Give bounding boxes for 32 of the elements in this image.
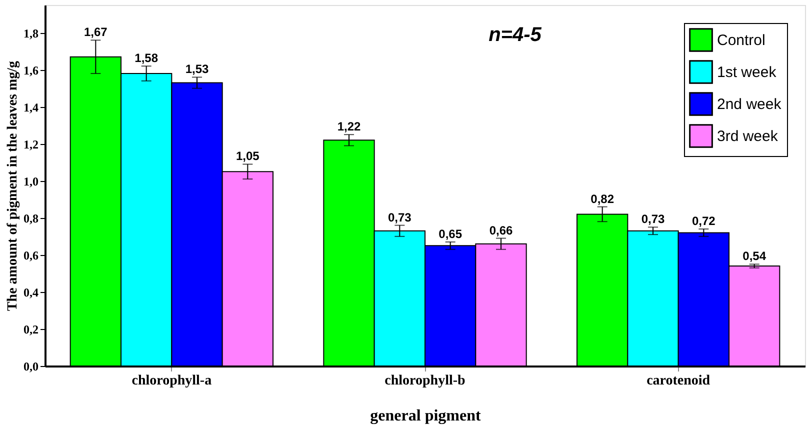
y-tick-label: 1,4 — [24, 100, 38, 114]
legend-label: 1st week — [717, 64, 777, 81]
y-tick-label: 0,8 — [24, 211, 38, 226]
y-tick-label: 1,2 — [24, 137, 38, 152]
legend-label: 2nd week — [717, 96, 782, 113]
legend-label: 3rd week — [717, 128, 778, 145]
data-label: 1,22 — [337, 120, 361, 134]
y-tick-label: 0,2 — [24, 322, 38, 336]
x-tick-label: carotenoid — [646, 374, 710, 388]
y-axis-title: The amount of pigment in the leaves mg/g — [6, 60, 20, 312]
x-tick-label: chlorophyll-a — [132, 374, 212, 388]
data-label: 0,54 — [742, 249, 766, 264]
data-label: 0,65 — [438, 226, 462, 241]
y-tick-label: 1,0 — [24, 174, 38, 188]
data-label: 1,58 — [134, 51, 158, 66]
data-label: 1,53 — [185, 62, 209, 76]
data-label: 0,82 — [590, 192, 614, 206]
legend-label: Control — [717, 32, 766, 49]
y-tick-label: 1,8 — [24, 26, 38, 40]
y-tick-label: 0,6 — [24, 248, 38, 262]
annotation: n=4-5 — [488, 24, 542, 46]
y-tick-label: 1,6 — [24, 63, 38, 78]
data-label: 0,73 — [641, 212, 665, 226]
data-label: 1,67 — [84, 25, 108, 40]
y-tick-label: 0,0 — [24, 360, 38, 374]
y-tick-label: 0,4 — [24, 285, 38, 300]
data-label: 0,73 — [388, 210, 412, 224]
data-label: 0,66 — [489, 223, 513, 238]
data-label: 1,05 — [236, 149, 260, 164]
x-axis-title: general pigment — [370, 408, 482, 424]
x-tick-label: chlorophyll-b — [384, 374, 466, 388]
data-label: 0,72 — [692, 214, 716, 228]
